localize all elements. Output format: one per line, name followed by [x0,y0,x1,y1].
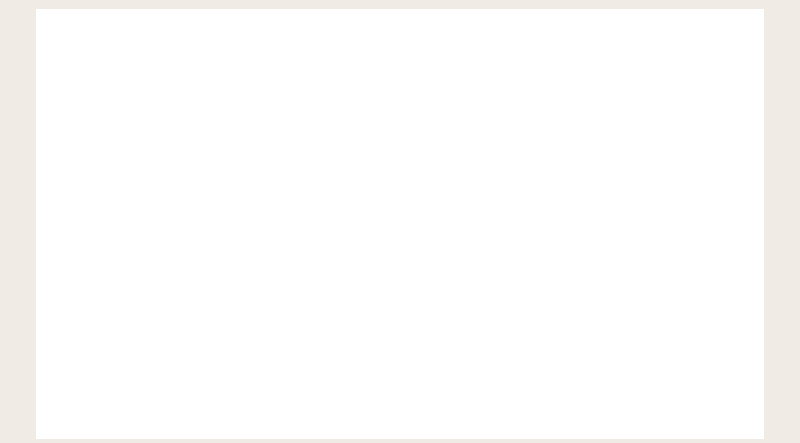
Text: B: B [535,120,548,137]
Text: D: D [262,283,277,300]
Text: length of AB?: length of AB? [64,173,233,193]
Text: E: E [424,193,435,210]
Text: In rhombus ABCD, the diagonals AC and BD: In rhombus ABCD, the diagonals AC and BD [64,49,584,69]
Text: C: C [503,283,516,300]
Text: intersect at E. If AE=5 and BE=12, what is the: intersect at E. If AE=5 and BE=12, what … [64,111,662,131]
Text: A: A [300,120,313,137]
